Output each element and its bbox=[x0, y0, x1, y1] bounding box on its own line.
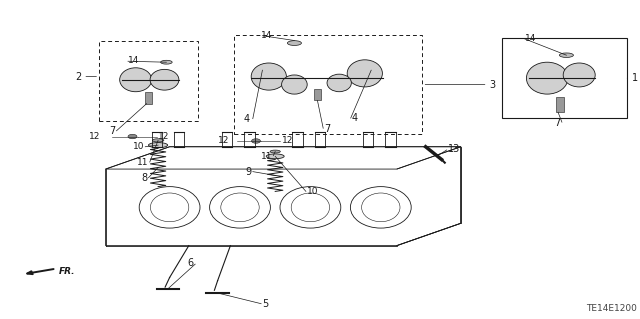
Ellipse shape bbox=[161, 60, 172, 64]
Text: 11: 11 bbox=[260, 152, 272, 161]
Ellipse shape bbox=[152, 139, 164, 142]
Ellipse shape bbox=[559, 53, 573, 57]
Text: 11: 11 bbox=[137, 158, 148, 167]
Bar bbox=[99, 41, 198, 121]
Text: 12: 12 bbox=[282, 137, 293, 145]
Ellipse shape bbox=[252, 63, 287, 90]
Text: 13: 13 bbox=[448, 144, 460, 154]
Ellipse shape bbox=[347, 60, 383, 87]
Text: FR.: FR. bbox=[59, 267, 76, 276]
Bar bbox=[502, 38, 627, 118]
Ellipse shape bbox=[287, 41, 301, 45]
Text: 10: 10 bbox=[132, 142, 144, 151]
Text: 1: 1 bbox=[632, 73, 638, 83]
Text: 2: 2 bbox=[76, 71, 82, 82]
Ellipse shape bbox=[327, 74, 351, 92]
Text: 12: 12 bbox=[158, 132, 170, 141]
Text: 3: 3 bbox=[489, 79, 495, 90]
Text: 5: 5 bbox=[262, 299, 269, 309]
Bar bbox=[556, 97, 564, 112]
Bar bbox=[145, 92, 152, 104]
Bar bbox=[234, 35, 422, 134]
Text: 7: 7 bbox=[109, 126, 115, 136]
Text: 10: 10 bbox=[307, 187, 319, 196]
Ellipse shape bbox=[120, 68, 152, 92]
Text: 9: 9 bbox=[245, 167, 252, 177]
Bar bbox=[314, 89, 321, 100]
Ellipse shape bbox=[270, 150, 280, 153]
Text: 14: 14 bbox=[525, 34, 536, 43]
Text: 7: 7 bbox=[324, 124, 331, 134]
Text: 14: 14 bbox=[128, 56, 140, 65]
Circle shape bbox=[252, 139, 260, 143]
Text: 6: 6 bbox=[188, 258, 194, 268]
Ellipse shape bbox=[527, 62, 568, 94]
Circle shape bbox=[128, 134, 137, 139]
Text: 7: 7 bbox=[554, 118, 561, 128]
Ellipse shape bbox=[282, 75, 307, 94]
Text: 4: 4 bbox=[243, 114, 250, 124]
Ellipse shape bbox=[563, 63, 595, 87]
Text: 12: 12 bbox=[218, 137, 229, 145]
Ellipse shape bbox=[266, 154, 284, 159]
Text: TE14E1200: TE14E1200 bbox=[586, 304, 637, 313]
Text: 12: 12 bbox=[88, 132, 100, 141]
Text: 14: 14 bbox=[261, 31, 273, 40]
Text: 4: 4 bbox=[352, 113, 358, 123]
Ellipse shape bbox=[148, 143, 168, 148]
Ellipse shape bbox=[150, 69, 179, 90]
Text: 8: 8 bbox=[141, 173, 147, 183]
